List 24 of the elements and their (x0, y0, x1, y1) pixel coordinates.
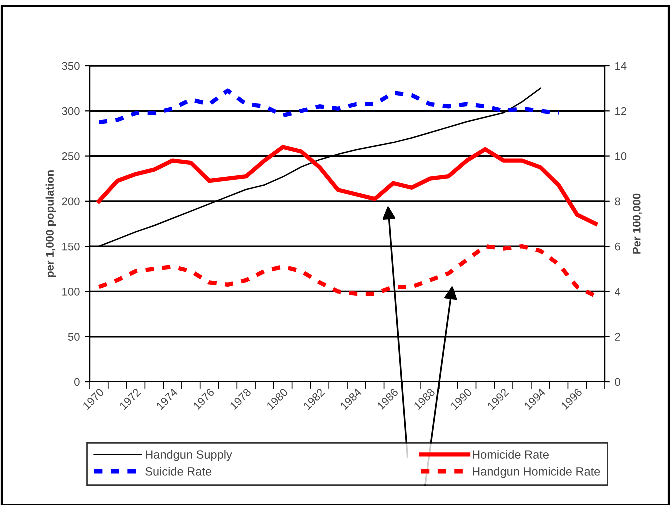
y2-tick-label: 12 (616, 107, 627, 116)
y-tick-label: 100 (62, 288, 80, 296)
y2-tick-label: 14 (616, 62, 627, 70)
y-axis-title: per 1,000 population (46, 170, 56, 278)
y-tick-label: 50 (68, 333, 80, 341)
y-tick-label: 0 (74, 378, 80, 386)
y2-tick-label: 10 (616, 152, 627, 160)
y-tick-label: 200 (62, 198, 80, 206)
line-series (97, 145, 598, 226)
line-series (97, 88, 562, 125)
y2-axis-title: Per 100,000 (632, 194, 642, 254)
y-tick-label: 150 (62, 242, 80, 251)
legend-label: Handgun Supply (146, 450, 232, 462)
y-tick-label: 300 (62, 107, 80, 116)
y2-tick-label: 4 (614, 288, 621, 296)
legend-label: Homicide Rate (473, 450, 549, 459)
y2-tick-label: 6 (615, 242, 620, 251)
y2-tick-label: 2 (615, 333, 620, 341)
y2-tick-label: 8 (615, 198, 620, 206)
legend-label: Handgun Homicide Rate (473, 467, 600, 478)
legend-label: Suicide Rate (146, 467, 212, 476)
y-tick-label: 250 (62, 152, 80, 160)
y-tick-label: 350 (62, 62, 80, 70)
y2-tick-label: 0 (615, 378, 620, 386)
